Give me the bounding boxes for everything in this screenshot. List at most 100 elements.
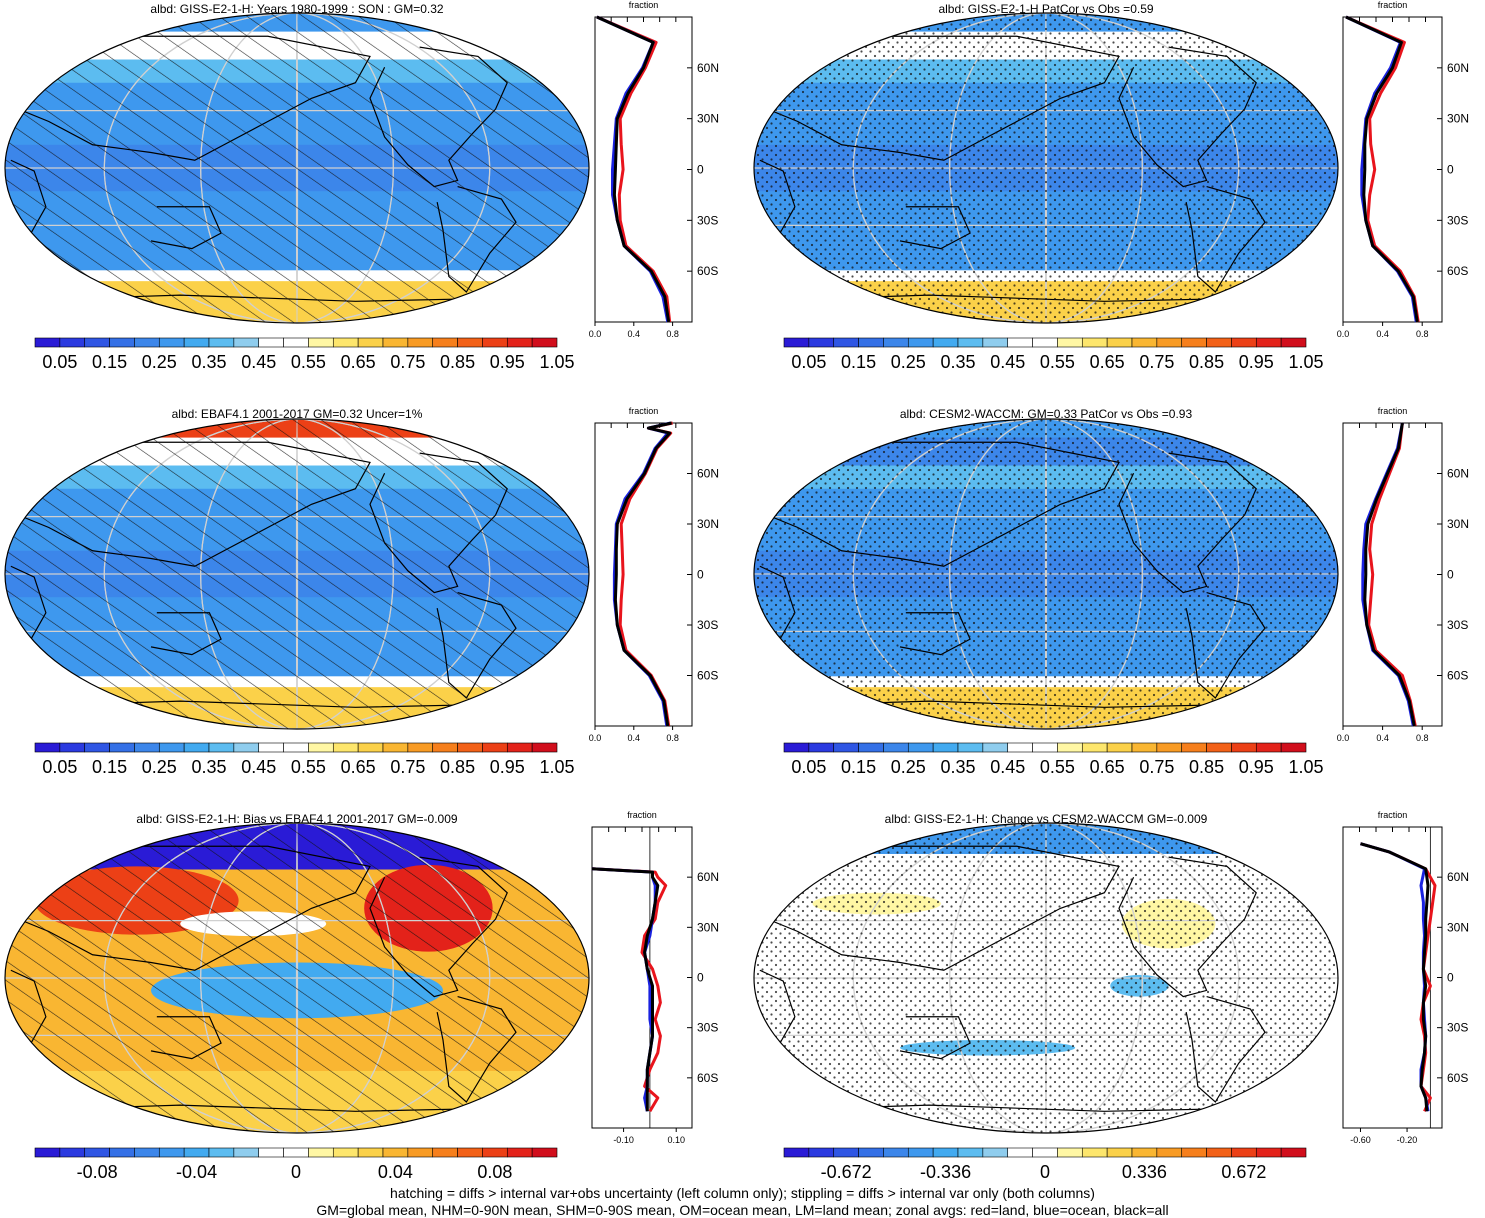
colorbar-swatch [208,337,235,348]
x-tick-label: 0.8 [666,329,679,339]
colorbar-swatch [1106,742,1133,753]
colorbar-swatch [1181,1147,1207,1158]
coastline-greenland [524,441,567,474]
colorbar-swatch [208,1147,235,1158]
colorbar-swatch [407,337,434,348]
colorbar-label: -0.672 [821,1162,872,1182]
lat-label: 30S [1447,1021,1468,1035]
colorbar-swatch [84,742,110,753]
colorbar-swatch [506,337,533,348]
colorbar-swatch [233,1147,260,1158]
colorbar-label: 0.95 [1239,352,1274,372]
lat-label: 60N [1447,870,1469,884]
x-tick-label: 0.4 [1376,329,1389,339]
colorbar-swatch [1206,742,1232,753]
colorbar-3: 0.05 0.15 0.25 0.35 0.45 0.55 0.65 0.75 0.85 0.95… [34,742,575,777]
lat-label: 60N [1447,467,1469,481]
colorbar-label: 0.25 [891,757,926,777]
colorbar-swatch [258,1147,284,1158]
colorbar-label: 0.65 [341,352,376,372]
colorbar-label: 0.85 [440,757,475,777]
colorbar-swatch [1007,1147,1033,1158]
zonal-title: fraction [629,406,659,416]
colorbar-swatch [1131,742,1158,753]
colorbar-1: 0.05 0.15 0.25 0.35 0.45 0.55 0.65 0.75 0.85 0.95… [34,337,575,372]
colorbar-swatch [283,337,309,348]
zonal-frame [1342,422,1443,727]
colorbar-label: 0.65 [1090,352,1125,372]
colorbar-label: 0.55 [291,757,326,777]
colorbar-label: 0.45 [990,352,1025,372]
colorbar-swatch [457,1147,483,1158]
x-tick-label: 0.4 [628,733,641,743]
zonal-title: fraction [629,0,659,10]
colorbar-swatch [982,742,1009,753]
x-tick-label: 0.8 [666,733,679,743]
colorbar-label: 0.15 [92,757,127,777]
colorbar-swatch [258,337,284,348]
colorbar-label: -0.08 [77,1162,118,1182]
zonal-title: fraction [1378,0,1408,10]
zonal-frame [591,826,693,1129]
footer-line-1: hatching = diffs > internal var+obs unce… [390,1185,1095,1201]
zonal-panel-1: fraction 60N 30N 0 30S 60S 0.0 0.4 0.8 [589,0,719,339]
map-border [753,822,1339,1134]
colorbar-label: 0.08 [477,1162,512,1182]
lat-label: 30S [1447,213,1468,227]
stippling-overlay [754,823,1338,1133]
colorbar-swatch [233,742,260,753]
colorbar-swatch [432,742,458,753]
colorbar-swatch [283,742,309,753]
colorbar-swatch [957,337,984,348]
colorbar-swatch [531,742,558,753]
colorbar-label: 0.45 [241,757,276,777]
colorbar-swatch [1032,742,1058,753]
lat-label: 0 [697,568,704,582]
colorbar-label: 0 [1040,1162,1050,1182]
colorbar-swatch [457,742,483,753]
colorbar-swatch [233,337,260,348]
lat-label: 30S [697,1021,718,1035]
colorbar-swatch [84,1147,110,1158]
zonal-panel-4: fraction 60N 30N 0 30S 60S 0.0 0.4 0.8 [1337,406,1469,743]
map-border [4,12,590,324]
colorbar-swatch [808,337,835,348]
colorbar-swatch [1255,337,1282,348]
colorbar-swatch [357,1147,384,1158]
map-panel-2: albd: GISS-E2-1-H PatCor vs Obs =0.59 [753,2,1339,324]
x-tick-label: 0.0 [1337,733,1350,743]
zonal-line-land [591,867,668,1113]
colorbar-swatch [1081,1147,1108,1158]
zonal-line-all [591,867,660,1112]
colorbar-label: 0.75 [390,757,425,777]
colorbar-swatch [1280,742,1307,753]
colorbar-swatch [407,1147,434,1158]
colorbar-swatch [1181,742,1207,753]
colorbar-swatch [308,337,334,348]
colorbar-swatch [84,337,110,348]
colorbar-label: -0.336 [920,1162,971,1182]
colorbar-swatch [833,337,859,348]
colorbar-swatch [1280,1147,1307,1158]
colorbar-swatch [59,742,86,753]
colorbar-swatch [957,1147,984,1158]
colorbar-swatch [932,742,959,753]
colorbar-swatch [833,1147,859,1158]
lat-label: 30N [697,517,719,531]
colorbar-label: 0.05 [791,757,826,777]
panel-title: albd: GISS-E2-1-H: Bias vs EBAF4.1 2001-… [136,812,457,826]
lat-label: 0 [1447,971,1454,985]
colorbar-label: 0.45 [241,352,276,372]
colorbar-swatch [134,742,160,753]
colorbar-swatch [883,1147,909,1158]
colorbar-swatch [982,337,1009,348]
colorbar-swatch [109,1147,135,1158]
colorbar-swatch [308,742,334,753]
lat-label: 60S [1447,669,1468,683]
x-tick-label: 0.10 [667,1135,685,1145]
colorbar-swatch [332,742,359,753]
colorbar-swatch [109,742,135,753]
zonal-panel-5: fraction 60N 30N 0 30S 60S -0.10 0.10 [591,810,719,1145]
map-panel-6: albd: GISS-E2-1-H: Change vs CESM2-WACCM… [753,812,1339,1134]
